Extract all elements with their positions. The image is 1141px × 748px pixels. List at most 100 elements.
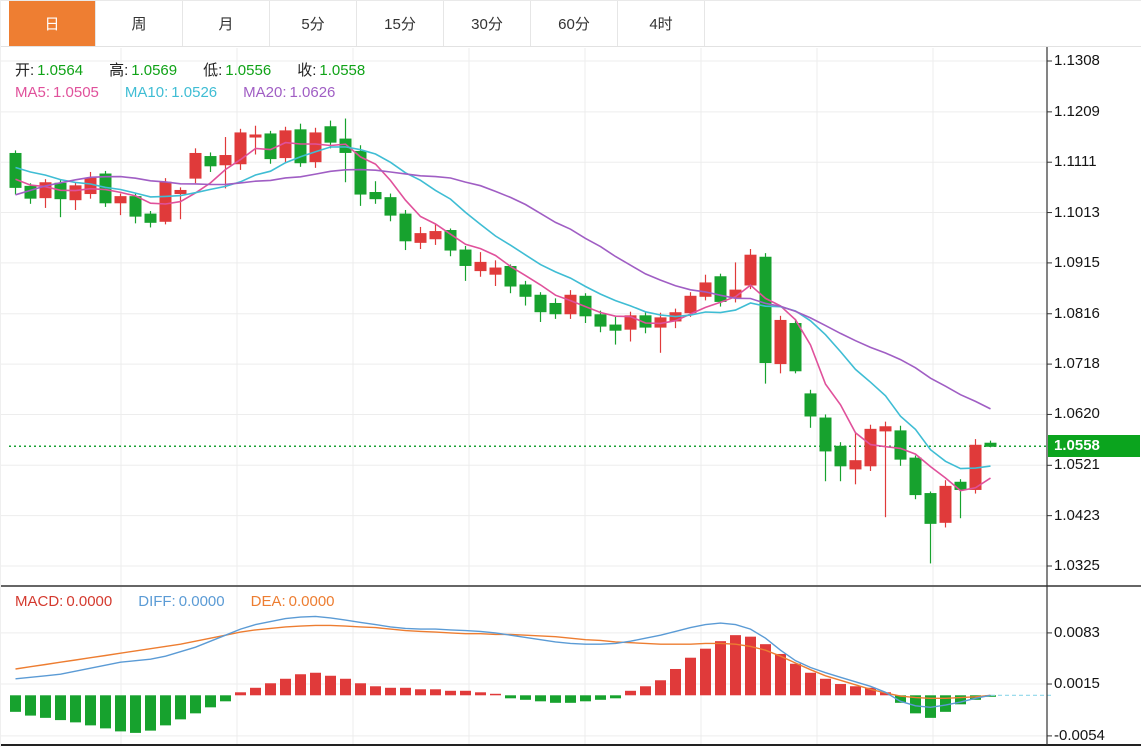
candle-body — [564, 294, 577, 315]
candle-body — [69, 185, 82, 201]
candle-body — [714, 276, 727, 302]
macd-bar — [385, 687, 396, 696]
interval-tab-bar: 日周月 5分 15分 30分 60分 4时 — [1, 1, 1141, 47]
macd-bar — [190, 695, 201, 714]
macd-bar — [745, 636, 756, 696]
candlestick-panel[interactable] — [1, 48, 1047, 585]
candle-body — [429, 231, 442, 240]
macd-bar — [730, 635, 741, 696]
macd-bar — [355, 683, 366, 696]
macd-bar — [220, 695, 231, 702]
macd-bar — [40, 695, 51, 718]
candle-body — [594, 314, 607, 327]
macd-bar — [370, 686, 381, 696]
macd-bar — [295, 674, 306, 696]
macd-bar — [460, 690, 471, 696]
candle-body — [159, 181, 172, 222]
tab-day[interactable]: 日 — [9, 1, 96, 46]
candle-body — [414, 233, 427, 243]
candle-body — [339, 138, 352, 153]
candle-body — [249, 134, 262, 138]
macd-bar — [70, 695, 81, 723]
macd-bar — [910, 695, 921, 714]
macd-bar — [580, 695, 591, 702]
candle-body — [534, 294, 547, 313]
candle-body — [9, 152, 22, 188]
candle-body — [219, 155, 232, 166]
macd-bar — [625, 690, 636, 696]
candle-body — [189, 152, 202, 179]
macd-bar — [415, 689, 426, 696]
ma5-line — [15, 141, 991, 492]
candle-body — [354, 150, 367, 195]
candle-body — [699, 282, 712, 297]
macd-bar — [760, 644, 771, 696]
ma20-line — [15, 168, 991, 410]
candle-body — [204, 156, 217, 167]
macd-bar — [145, 695, 156, 731]
candle-body — [804, 393, 817, 417]
candle-body — [279, 130, 292, 159]
macd-bar — [565, 695, 576, 703]
macd-bar — [265, 683, 276, 696]
tab-4hour[interactable]: 4时 — [618, 1, 705, 46]
macd-bar — [430, 689, 441, 696]
tab-60min[interactable]: 60分 — [531, 1, 618, 46]
candle-body — [399, 213, 412, 242]
macd-bar — [670, 668, 681, 696]
candle-body — [114, 196, 127, 204]
tab-30min[interactable]: 30分 — [444, 1, 531, 46]
macd-bar — [775, 653, 786, 696]
macd-bar — [595, 695, 606, 700]
tab-week[interactable]: 周 — [96, 1, 183, 46]
macd-bar — [250, 687, 261, 696]
macd-bar — [970, 695, 981, 700]
candle-body — [324, 126, 337, 143]
macd-bar — [820, 678, 831, 696]
macd-bar — [325, 675, 336, 696]
candle-body — [759, 256, 772, 364]
candle-body — [834, 445, 847, 467]
macd-bar — [715, 641, 726, 696]
macd-bar — [655, 680, 666, 696]
candle-body — [444, 230, 457, 251]
candle-body — [894, 430, 907, 460]
macd-bar — [985, 695, 996, 697]
candle-body — [939, 485, 952, 523]
candle-body — [609, 324, 622, 331]
tab-month[interactable]: 月 — [183, 1, 270, 46]
macd-bar — [55, 695, 66, 721]
macd-panel[interactable] — [1, 587, 1053, 744]
candle-body — [789, 323, 802, 372]
ma10-line — [15, 146, 991, 470]
candle-body — [264, 133, 277, 160]
macd-bar — [925, 695, 936, 718]
macd-bar — [535, 695, 546, 702]
macd-bar — [865, 687, 876, 696]
candle-body — [459, 249, 472, 266]
candle-body — [384, 197, 397, 216]
macd-bar — [640, 686, 651, 696]
candle-body — [879, 426, 892, 432]
candle-body — [369, 192, 382, 200]
panel-borders — [1, 47, 1141, 746]
macd-bar — [25, 695, 36, 716]
macd-bar — [340, 678, 351, 696]
candle-body — [849, 460, 862, 470]
candle-body — [474, 261, 487, 272]
macd-bar — [10, 695, 21, 712]
tab-15min[interactable]: 15分 — [357, 1, 444, 46]
macd-bar — [160, 695, 171, 726]
macd-bar — [490, 693, 501, 696]
candle-body — [924, 493, 937, 524]
candle-body — [819, 417, 832, 452]
candle-body — [294, 129, 307, 164]
macd-bar — [790, 663, 801, 696]
diff-line — [15, 615, 991, 709]
tab-5min[interactable]: 5分 — [270, 1, 357, 46]
macd-bar — [550, 695, 561, 703]
macd-bar — [850, 686, 861, 696]
candle-body — [84, 177, 97, 195]
